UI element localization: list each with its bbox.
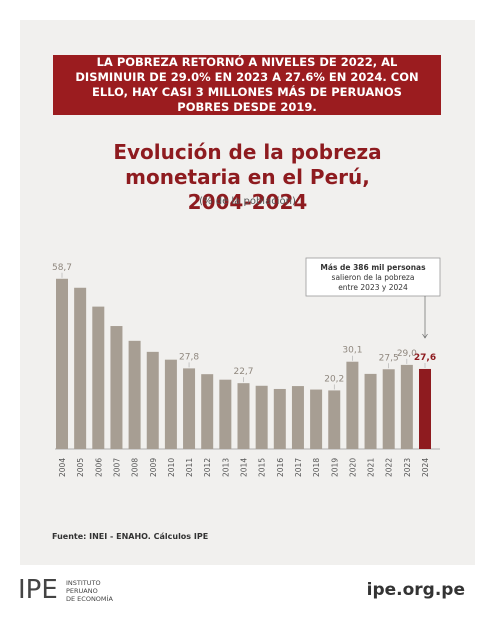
bar bbox=[419, 368, 431, 449]
x-tick-label: 2011 bbox=[185, 458, 194, 477]
value-label: 22,7 bbox=[233, 367, 253, 377]
headline: LA POBREZA RETORNÓ A NIVELES DE 2022, AL… bbox=[53, 55, 441, 115]
x-tick-label: 2010 bbox=[167, 458, 176, 477]
chart-subtitle: (% de la población) bbox=[199, 196, 296, 207]
x-tick-label: 2006 bbox=[94, 458, 103, 477]
x-tick-label: 2023 bbox=[403, 458, 412, 477]
chart-title: Evolución de la pobreza monetaria en el … bbox=[113, 140, 382, 214]
bar bbox=[273, 388, 286, 449]
bar bbox=[164, 359, 177, 449]
x-tick-label: 2015 bbox=[258, 458, 267, 477]
bar bbox=[346, 361, 359, 449]
value-label: 27,8 bbox=[179, 352, 199, 362]
bar bbox=[146, 351, 159, 449]
value-label: 27,6 bbox=[414, 353, 436, 363]
x-tick-label: 2007 bbox=[112, 458, 121, 477]
annotation-arrow bbox=[422, 296, 428, 339]
x-tick-label: 2016 bbox=[276, 458, 285, 477]
x-tick-label: 2004 bbox=[58, 458, 67, 477]
x-tick-label: 2024 bbox=[421, 458, 430, 477]
x-tick-label: 2020 bbox=[348, 458, 357, 477]
annotation-text: entre 2023 y 2024 bbox=[338, 283, 408, 292]
bar bbox=[291, 386, 304, 449]
value-label: 58,7 bbox=[52, 263, 72, 273]
bar bbox=[92, 306, 105, 449]
value-label: 20,2 bbox=[324, 374, 344, 384]
value-label: 29,0 bbox=[397, 349, 417, 359]
value-label: 27,5 bbox=[379, 353, 399, 363]
bar bbox=[400, 364, 413, 449]
bar bbox=[128, 340, 141, 449]
x-tick-label: 2017 bbox=[294, 458, 303, 477]
bar bbox=[237, 383, 250, 449]
bar bbox=[255, 385, 268, 449]
bar bbox=[74, 287, 87, 449]
url[interactable]: ipe.org.pe bbox=[366, 580, 465, 600]
source: Fuente: INEI - ENAHO. Cálculos IPE bbox=[52, 532, 209, 541]
annotation-text: salieron de la pobreza bbox=[332, 273, 415, 282]
bar bbox=[364, 373, 377, 449]
x-tick-label: 2008 bbox=[131, 458, 140, 477]
x-tick-label: 2022 bbox=[385, 458, 394, 477]
x-tick-label: 2014 bbox=[240, 458, 249, 477]
bar bbox=[56, 278, 68, 449]
bar bbox=[183, 368, 196, 449]
logo-line: INSTITUTO bbox=[66, 579, 101, 587]
bar bbox=[328, 390, 341, 449]
logo-mark: IPE bbox=[18, 575, 58, 605]
annotation-box bbox=[305, 257, 441, 297]
x-tick-label: 2013 bbox=[221, 458, 230, 477]
bar bbox=[219, 379, 232, 449]
bar bbox=[382, 369, 395, 449]
x-tick-label: 2021 bbox=[367, 458, 376, 477]
bar bbox=[201, 374, 214, 449]
logo-line: DE ECONOMÍA bbox=[66, 595, 113, 603]
x-tick-label: 2019 bbox=[330, 458, 339, 477]
x-tick-label: 2018 bbox=[312, 458, 321, 477]
value-label: 30,1 bbox=[342, 346, 362, 356]
bar bbox=[310, 389, 323, 449]
bar bbox=[110, 326, 123, 449]
logo-line: PERUANO bbox=[66, 587, 98, 595]
x-tick-label: 2012 bbox=[203, 458, 212, 477]
x-tick-label: 2009 bbox=[149, 458, 158, 477]
x-tick-label: 2005 bbox=[76, 458, 85, 477]
annotation-text: Más de 386 mil personas bbox=[320, 263, 426, 272]
logo-text: INSTITUTO PERUANO DE ECONOMÍA bbox=[66, 579, 113, 603]
